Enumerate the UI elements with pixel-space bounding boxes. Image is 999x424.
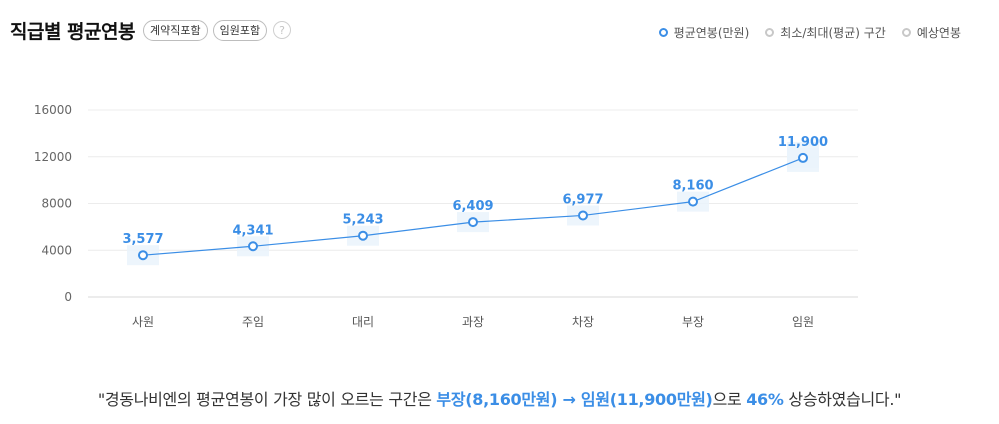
legend-label-expected: 예상연봉	[916, 26, 961, 40]
data-point	[138, 250, 148, 261]
data-point	[248, 241, 258, 252]
help-icon[interactable]: ?	[273, 21, 292, 39]
data-label: 6,977	[562, 192, 603, 207]
data-label: 8,160	[672, 179, 713, 194]
summary-text-middle: 으로	[712, 390, 747, 409]
summary-sentence: "경동나비엔의 평균연봉이 가장 많이 오르는 구간은 부장(8,160만원) …	[0, 386, 999, 410]
data-label: 11,900	[778, 135, 828, 150]
salary-line-chart: 0 4000 8000 12000 16000 사원 주임 대리 과장 차장 부장 임원 3,577 4,…	[34, 103, 858, 329]
legend-marker-icon	[765, 28, 775, 37]
x-tick-label: 사원	[132, 315, 154, 329]
summary-from: 부장(8,160만원)	[436, 390, 558, 409]
summary-text-after: 상승하였습니다."	[783, 390, 902, 409]
x-tick-label: 임원	[792, 315, 814, 329]
summary-text-before: "경동나비엔의 평균연봉이 가장 많이 오르는 구간은	[97, 390, 437, 409]
y-tick-label: 8000	[41, 197, 72, 211]
data-label: 3,577	[122, 232, 163, 247]
data-point	[688, 196, 698, 207]
data-point	[798, 152, 808, 163]
y-tick-label: 4000	[41, 243, 72, 257]
data-label: 4,341	[232, 223, 273, 238]
x-tick-label: 주임	[242, 315, 264, 329]
y-tick-label: 12000	[34, 150, 72, 164]
legend-item-expected[interactable]: 예상연봉	[901, 24, 961, 41]
data-label: 6,409	[452, 199, 493, 214]
legend-item-average[interactable]: 평균연봉(만원)	[658, 24, 750, 41]
summary-arrow: →	[557, 390, 581, 409]
chart-title: 직급별 평균연봉	[10, 20, 135, 43]
x-tick-label: 부장	[682, 315, 704, 329]
x-tick-label: 과장	[462, 315, 484, 329]
summary-to: 임원(11,900만원)	[580, 390, 713, 409]
data-point	[358, 230, 368, 241]
legend-label-range: 최소/최대(평균) 구간	[780, 26, 886, 40]
legend: 평균연봉(만원) 최소/최대(평균) 구간 예상연봉	[643, 24, 961, 41]
data-point	[468, 217, 478, 228]
legend-label-average: 평균연봉(만원)	[673, 26, 750, 40]
data-point	[578, 210, 588, 221]
legend-marker-icon	[658, 28, 668, 37]
chart-header: 직급별 평균연봉 계약직포함 임원포함 ?	[10, 16, 292, 44]
legend-item-range[interactable]: 최소/최대(평균) 구간	[765, 24, 886, 41]
x-tick-label: 차장	[572, 315, 594, 329]
tag-executive-included[interactable]: 임원포함	[212, 19, 268, 41]
summary-percent: 46%	[746, 390, 784, 409]
tag-contract-included[interactable]: 계약직포함	[142, 19, 208, 41]
data-label: 5,243	[342, 213, 383, 228]
y-tick-label: 0	[64, 290, 72, 304]
y-tick-label: 16000	[34, 103, 72, 117]
legend-marker-icon	[901, 28, 911, 37]
x-tick-label: 대리	[352, 315, 374, 329]
